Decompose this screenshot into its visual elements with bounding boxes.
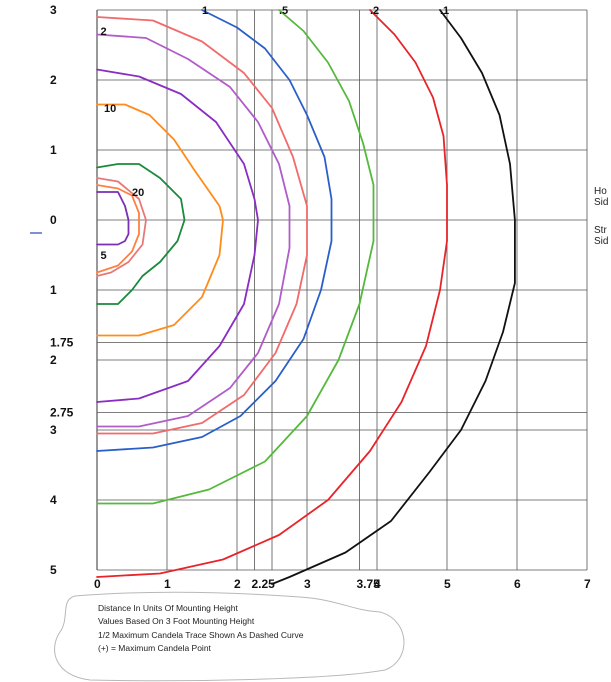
x-tick-label: 2 bbox=[234, 577, 241, 591]
curve-value-label: 1 bbox=[202, 5, 208, 17]
note-line: Values Based On 3 Foot Mounting Height bbox=[98, 616, 255, 627]
house-side-label-line1: Ho bbox=[594, 186, 607, 197]
isofootcandle-curve bbox=[96, 68, 259, 403]
isofootcandle-curve bbox=[96, 191, 130, 246]
y-tick-label: 3 bbox=[50, 3, 57, 17]
street-side-label-line1: Str bbox=[594, 225, 607, 236]
street-side-label-line2: Sid bbox=[594, 236, 608, 247]
curve-value-label: .1 bbox=[440, 5, 449, 17]
note-line: (+) = Maximum Candela Point bbox=[98, 643, 211, 654]
x-tick-label: 6 bbox=[514, 577, 521, 591]
curve-value-label: 2 bbox=[101, 26, 107, 38]
y-tick-label: 1 bbox=[50, 283, 57, 297]
isofootcandle-curve bbox=[96, 103, 224, 337]
chart-notes: Distance In Units Of Mounting Height Val… bbox=[98, 602, 428, 656]
x-tick-label: 5 bbox=[444, 577, 451, 591]
isofootcandle-curve bbox=[96, 33, 291, 428]
x-tick-label: 3.75 bbox=[357, 577, 381, 591]
x-tick-label: 0 bbox=[94, 577, 101, 591]
isofootcandle-curve bbox=[96, 16, 308, 435]
curve-value-label: 5 bbox=[101, 250, 107, 262]
x-tick-label: 2.25 bbox=[252, 577, 276, 591]
curve-value-label: 10 bbox=[104, 103, 116, 115]
house-side-label-line2: Sid bbox=[594, 197, 608, 208]
x-tick-label: 4 bbox=[374, 577, 381, 591]
isofootcandle-curve bbox=[96, 9, 448, 578]
y-tick-label: 4 bbox=[50, 493, 57, 507]
y-tick-label: 3 bbox=[50, 423, 57, 437]
isofootcandle-curve bbox=[96, 9, 375, 505]
curve-value-label: 20 bbox=[132, 187, 144, 199]
note-line: Distance In Units Of Mounting Height bbox=[98, 603, 238, 613]
y-tick-label: 5 bbox=[50, 563, 57, 577]
isofootcandle-curve bbox=[96, 163, 186, 305]
y-tick-label: 2.75 bbox=[50, 406, 74, 420]
y-tick-label: 1 bbox=[50, 143, 57, 157]
y-tick-label: 2 bbox=[50, 73, 57, 87]
isofootcandle-curve bbox=[271, 9, 516, 585]
curve-value-label: .2 bbox=[370, 5, 379, 17]
isofootcandle-curve bbox=[96, 184, 140, 274]
x-tick-label: 3 bbox=[304, 577, 311, 591]
chart-curves bbox=[96, 9, 516, 585]
chart-curve-labels: 1 .5 .2 .1 2 10 20 5 bbox=[101, 5, 450, 262]
chart-grid bbox=[96, 9, 588, 571]
isofootcandle-curve bbox=[96, 177, 147, 277]
y-tick-label: 0 bbox=[50, 213, 57, 227]
y-tick-label: 2 bbox=[50, 353, 57, 367]
x-tick-label: 1 bbox=[164, 577, 171, 591]
y-tick-label: 1.75 bbox=[50, 336, 74, 350]
isofootcandle-curve bbox=[96, 9, 333, 452]
x-tick-label: 7 bbox=[584, 577, 591, 591]
curve-value-label: .5 bbox=[279, 5, 288, 17]
note-line: 1/2 Maximum Candela Trace Shown As Dashe… bbox=[98, 629, 304, 640]
